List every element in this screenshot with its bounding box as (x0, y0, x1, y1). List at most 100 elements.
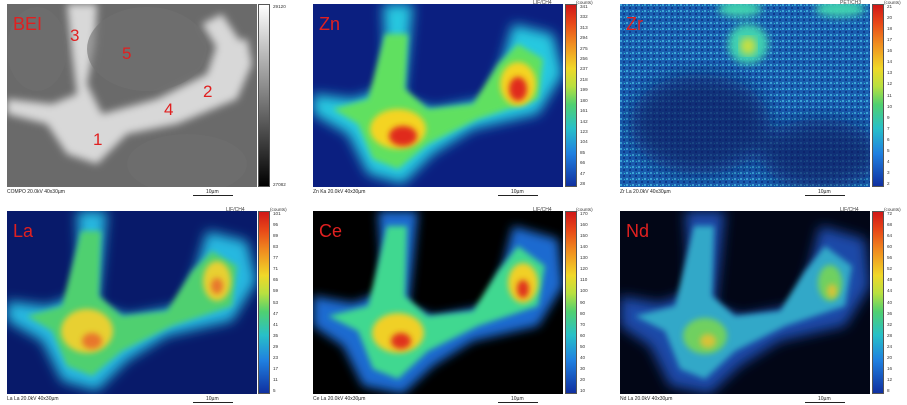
zn-tick: 161 (580, 108, 588, 114)
bei-caption: COMPO 20.0kV 40x30µm (7, 189, 65, 195)
zr-tick: 12 (887, 81, 893, 87)
la-tick: 53 (273, 299, 279, 305)
la-unit: (counts) (270, 207, 287, 212)
zn-tick: 313 (580, 24, 588, 30)
bei-tick-min: 27082 (273, 182, 286, 187)
la-color-bar (258, 211, 270, 394)
nd-unit: (counts) (884, 207, 901, 212)
ce-scale-label: 10µm (511, 396, 524, 402)
point-4-label: 4 (164, 100, 174, 119)
la-label: La (13, 221, 34, 241)
zn-label: Zn (319, 14, 341, 34)
zr-color-bar (872, 4, 884, 187)
nd-tick: 24 (887, 343, 893, 349)
ce-tick: 10 (580, 388, 586, 393)
zr-tick: 20 (887, 15, 893, 21)
zr-label: Zr (626, 14, 643, 34)
la-heatmap (7, 211, 257, 394)
zn-tick: 142 (580, 118, 588, 124)
bei-label: BEI (13, 14, 43, 34)
bei-scale-ticks: 29120 27082 (273, 4, 303, 187)
zr-tick: 14 (887, 59, 893, 65)
zr-tick: 2 (887, 181, 890, 186)
zn-scale-label: 10µm (511, 189, 524, 195)
nd-scale-bar (805, 402, 845, 403)
zn-tick: 66 (580, 160, 586, 166)
zr-scale-label: 10µm (818, 189, 831, 195)
zr-ticks: 21 20 18 17 16 14 13 12 11 10 9 7 6 5 4 3 2 (887, 4, 907, 187)
zr-tick: 4 (887, 158, 890, 164)
bei-micrograph (7, 4, 257, 187)
zr-tick: 6 (887, 136, 890, 142)
ce-tick: 90 (580, 299, 586, 305)
ce-tick: 50 (580, 343, 586, 349)
zr-tick: 13 (887, 70, 893, 76)
nd-tick: 20 (887, 354, 893, 360)
ce-map: Ce (313, 211, 563, 394)
zn-tick: 332 (580, 14, 588, 20)
zr-scale-bar (805, 195, 845, 196)
zr-tick: 7 (887, 125, 890, 131)
la-map: La (7, 211, 257, 394)
zr-tick: 5 (887, 147, 890, 153)
point-3-label: 3 (70, 26, 80, 45)
zr-tick: 17 (887, 37, 893, 43)
nd-tick: 64 (887, 233, 893, 239)
bei-tick-max: 29120 (273, 4, 286, 9)
bei-image: BEI 3 5 2 4 1 (7, 4, 257, 187)
ce-scale-bar (498, 402, 538, 403)
ce-tick: 170 (580, 211, 588, 216)
zr-tick: 3 (887, 169, 890, 175)
la-tick: 89 (273, 233, 279, 239)
la-tick: 23 (273, 354, 279, 360)
bei-grayscale-bar (258, 4, 270, 187)
ce-heatmap (313, 211, 563, 394)
nd-caption: Nd La 20.0kV 40x30µm (620, 396, 673, 402)
zr-tick: 9 (887, 114, 890, 120)
zn-tick: 237 (580, 66, 588, 72)
zn-caption: Zn Ka 20.0kV 40x30µm (313, 189, 366, 195)
nd-map: Nd (620, 211, 870, 394)
zr-tick: 16 (887, 48, 893, 54)
point-1-label: 1 (93, 130, 103, 149)
point-5-label: 5 (122, 44, 132, 63)
nd-tick: 12 (887, 376, 893, 382)
la-tick: 59 (273, 288, 279, 294)
la-tick: 71 (273, 266, 279, 272)
ce-tick: 120 (580, 266, 588, 272)
zn-tick: 123 (580, 128, 588, 134)
nd-tick: 52 (887, 266, 893, 272)
la-tick: 95 (273, 222, 279, 228)
ce-tick: 160 (580, 222, 588, 228)
zn-tick: 218 (580, 76, 588, 82)
ce-tick: 130 (580, 255, 588, 261)
zn-scale-bar (498, 195, 538, 196)
zr-tick: 18 (887, 26, 893, 32)
la-scale-bar (193, 402, 233, 403)
nd-ticks: 72 68 64 60 56 52 48 44 40 36 32 28 24 20 16 12 8 (887, 211, 907, 394)
ce-caption: Ce La 20.0kV 40x30µm (313, 396, 366, 402)
la-tick: 83 (273, 244, 279, 250)
zn-tick: 47 (580, 170, 586, 176)
ce-tick: 100 (580, 288, 588, 294)
zr-tick: 11 (887, 92, 892, 98)
zn-tick: 104 (580, 139, 588, 145)
la-tick: 35 (273, 332, 279, 338)
zr-crystal-tag: PET/CH3 (840, 0, 862, 6)
nd-tick: 32 (887, 321, 893, 327)
la-tick: 65 (273, 277, 279, 283)
la-tick: 17 (273, 365, 279, 371)
nd-scale-label: 10µm (818, 396, 831, 402)
zn-tick: 28 (580, 181, 586, 186)
nd-tick: 36 (887, 310, 893, 316)
nd-tick: 48 (887, 277, 893, 283)
zn-tick: 294 (580, 35, 588, 41)
zr-unit: (counts) (884, 0, 901, 5)
ce-tick: 60 (580, 332, 586, 338)
ce-tick: 30 (580, 365, 586, 371)
nd-tick: 28 (887, 332, 893, 338)
ce-tick: 140 (580, 244, 588, 250)
zn-color-bar (565, 4, 577, 187)
ce-crystal-tag: LIF/CH4 (533, 207, 552, 213)
la-tick: 77 (273, 255, 279, 261)
